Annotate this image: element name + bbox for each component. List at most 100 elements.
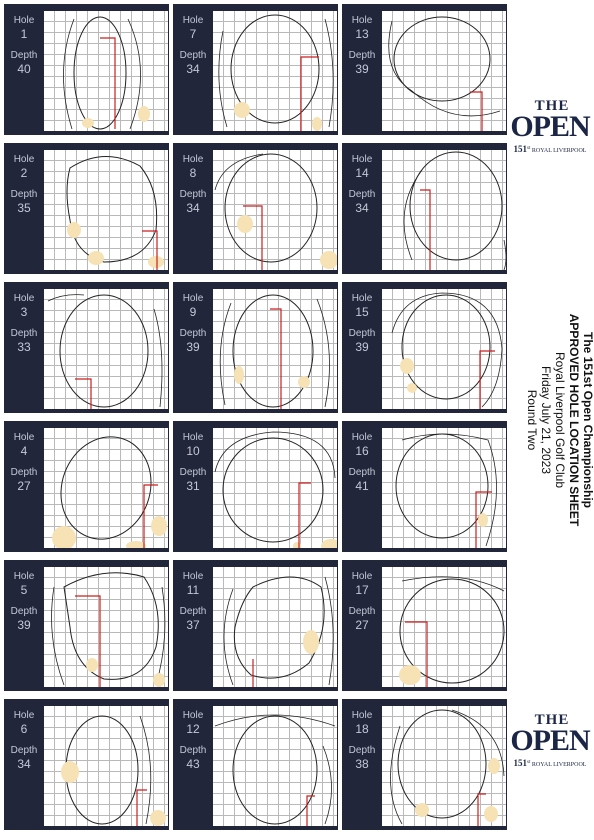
hole-card-7: Hole 7 Depth 34 [173, 4, 338, 135]
logo-subtitle: 151st ROYAL LIVERPOOL [508, 758, 592, 768]
depth-label: Depth [10, 50, 38, 61]
depth-label: Depth [348, 467, 376, 478]
green-outline [218, 14, 334, 131]
green-outline [66, 156, 164, 270]
hole-number: 11 [186, 583, 200, 597]
hole-label: Hole [182, 15, 204, 26]
hole-number: 3 [20, 305, 28, 319]
green-outline [223, 576, 334, 687]
logo-open-text: OPEN [510, 110, 590, 143]
green-outline [61, 715, 166, 826]
green-outline [47, 294, 163, 409]
hole-card-14: Hole 14 Depth 34 [342, 143, 507, 274]
green-outline [214, 714, 336, 826]
hole-card-13: Hole 13 Depth 39 [342, 4, 507, 135]
depth-label: Depth [348, 50, 376, 61]
depth-value: 39 [17, 618, 31, 632]
green-diagram [44, 706, 168, 826]
logo-open-text: OPEN [510, 724, 590, 757]
hole-label: Hole [13, 571, 35, 582]
green-outline [214, 153, 337, 270]
depth-value: 34 [17, 757, 31, 771]
depth-value: 33 [17, 340, 31, 354]
the-open-logo-top: THE OPEN 151st ROYAL LIVERPOOL [508, 98, 592, 158]
hole-card-4: Hole 4 Depth 27 [4, 421, 169, 552]
depth-label: Depth [10, 745, 38, 756]
green-diagram [213, 11, 337, 131]
hole-number: 17 [355, 583, 369, 597]
hole-label: Hole [351, 710, 373, 721]
depth-value: 37 [186, 618, 200, 632]
depth-value: 38 [355, 757, 369, 771]
depth-label: Depth [10, 189, 38, 200]
hole-number: 12 [186, 722, 200, 736]
green-diagram [44, 11, 168, 131]
depth-label: Depth [348, 745, 376, 756]
hole-card-6: Hole 6 Depth 34 [4, 699, 169, 830]
hole-card-8: Hole 8 Depth 34 [173, 143, 338, 274]
depth-label: Depth [179, 189, 207, 200]
logo-the-text: THE [534, 712, 570, 728]
hole-label: Hole [182, 432, 204, 443]
green-outline [388, 16, 501, 131]
depth-value: 39 [355, 340, 369, 354]
green-outline [51, 572, 166, 687]
green-diagram [213, 567, 337, 687]
hole-number: 18 [355, 722, 369, 736]
hole-label: Hole [182, 571, 204, 582]
green-diagram [382, 567, 506, 687]
hole-card-17: Hole 17 Depth 27 [342, 560, 507, 691]
hole-number: 7 [189, 27, 197, 41]
green-outline [391, 292, 503, 409]
hole-card-9: Hole 9 Depth 39 [173, 282, 338, 413]
depth-label: Depth [179, 745, 207, 756]
green-diagram [213, 428, 337, 548]
hole-card-2: Hole 2 Depth 35 [4, 143, 169, 274]
depth-label: Depth [348, 606, 376, 617]
depth-value: 34 [186, 201, 200, 215]
hole-card-12: Hole 12 Depth 43 [173, 699, 338, 830]
green-outline [219, 294, 330, 409]
hole-card-5: Hole 5 Depth 39 [4, 560, 169, 691]
depth-value: 40 [17, 62, 31, 76]
green-diagram [44, 567, 168, 687]
green-outline [52, 436, 167, 548]
hole-label: Hole [351, 15, 373, 26]
logo-venue: ROYAL LIVERPOOL [531, 148, 587, 154]
logo-number: 151 [513, 144, 528, 154]
hole-label: Hole [351, 571, 373, 582]
green-diagram [382, 428, 506, 548]
green-diagram [382, 11, 506, 131]
hole-label: Hole [182, 154, 204, 165]
hole-card-15: Hole 15 Depth 39 [342, 282, 507, 413]
depth-value: 39 [355, 62, 369, 76]
hole-number: 13 [355, 27, 369, 41]
venue-name: Royal Liverpool Golf Club [553, 351, 567, 489]
depth-value: 31 [186, 479, 200, 493]
depth-label: Depth [348, 328, 376, 339]
depth-value: 43 [186, 757, 200, 771]
hole-number: 9 [189, 305, 197, 319]
the-open-logo-bottom: THE OPEN 151st ROYAL LIVERPOOL [508, 712, 592, 772]
logo-number: 151 [513, 758, 528, 768]
hole-number: 6 [20, 722, 28, 736]
hole-number: 8 [189, 166, 197, 180]
round-date: Friday July 21, 2023 [539, 365, 553, 475]
hole-number: 2 [20, 166, 28, 180]
green-diagram [44, 289, 168, 409]
hole-number: 5 [20, 583, 28, 597]
hole-card-10: Hole 10 Depth 31 [173, 421, 338, 552]
depth-value: 34 [186, 62, 200, 76]
depth-label: Depth [10, 328, 38, 339]
hole-card-11: Hole 11 Depth 37 [173, 560, 338, 691]
logo-suffix: st [527, 760, 531, 765]
logo-suffix: st [527, 146, 531, 151]
hole-number: 10 [186, 444, 200, 458]
hole-number: 1 [20, 27, 28, 41]
depth-value: 35 [17, 201, 31, 215]
depth-label: Depth [10, 467, 38, 478]
hole-number: 15 [355, 305, 369, 319]
hole-label: Hole [13, 432, 35, 443]
green-diagram [213, 706, 337, 826]
green-outline [403, 151, 506, 270]
